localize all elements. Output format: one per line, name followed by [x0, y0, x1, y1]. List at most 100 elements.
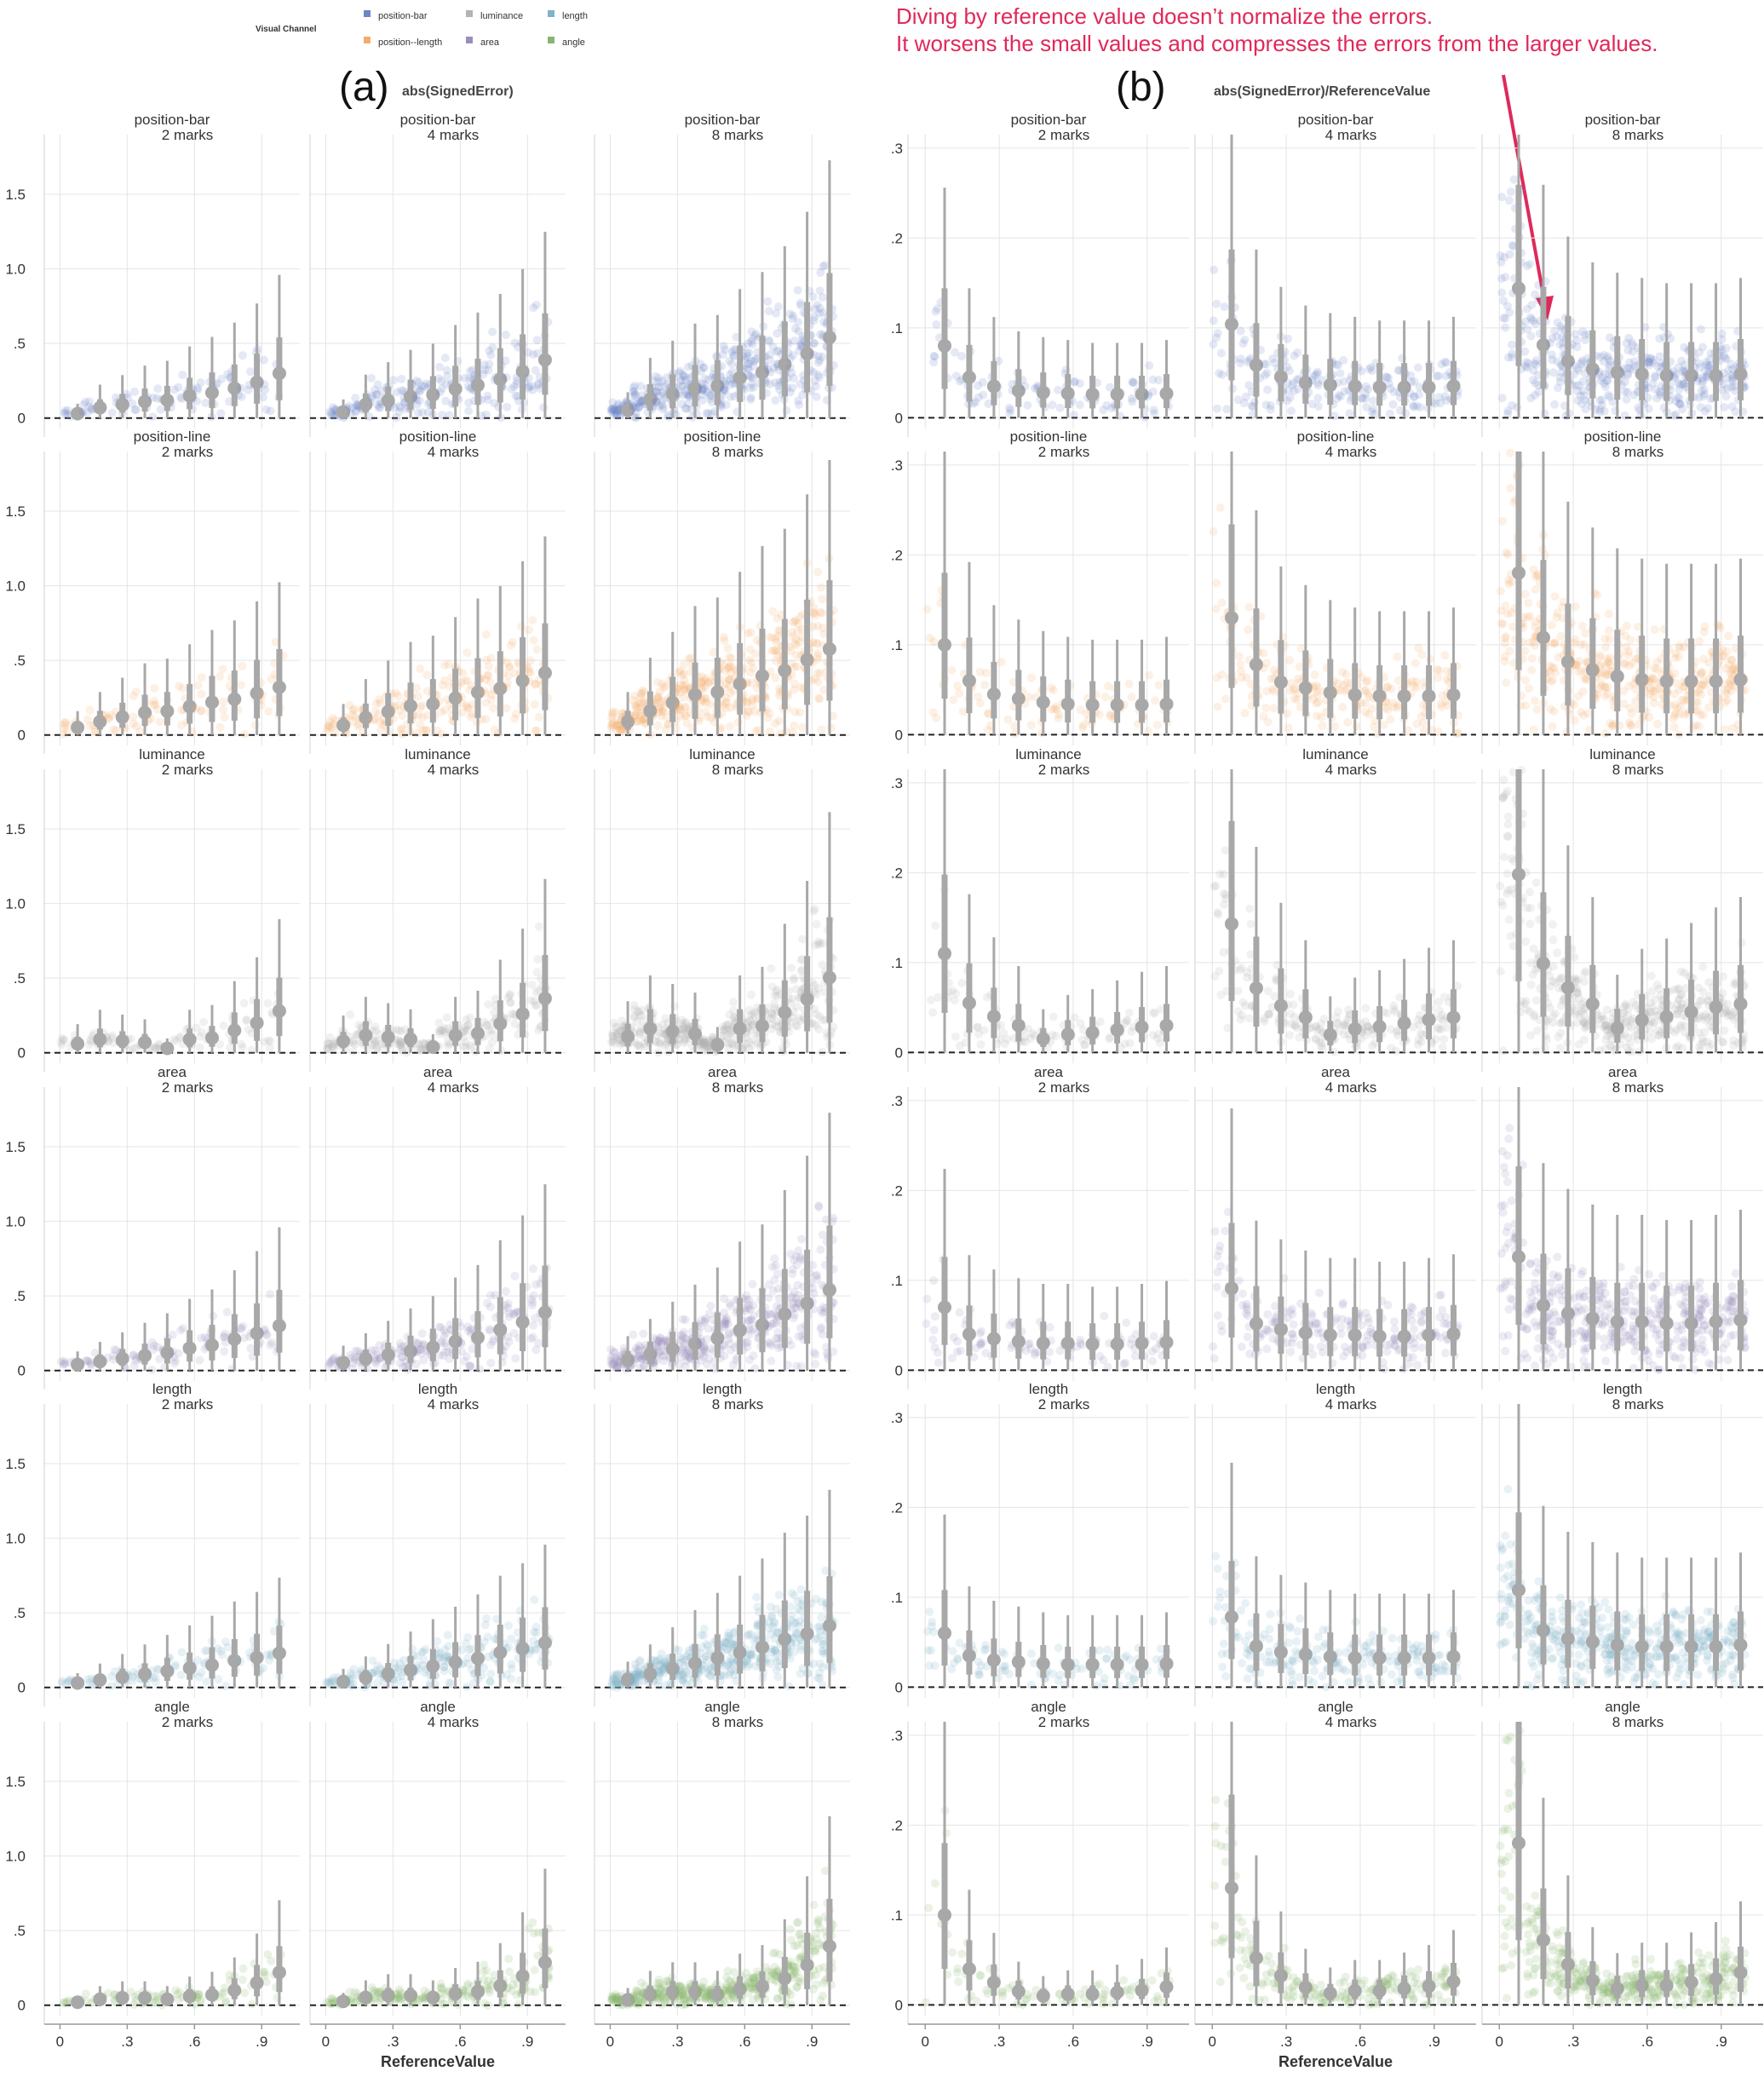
panel-b-metric: abs(SignedError)/ReferenceValue	[1214, 84, 1430, 99]
y-tick-label: 0	[18, 1045, 26, 1062]
data-point	[148, 393, 158, 402]
data-point	[197, 689, 206, 699]
data-point	[398, 1677, 407, 1687]
data-point	[681, 1361, 690, 1371]
data-point	[411, 1360, 421, 1369]
median-point	[204, 695, 219, 710]
data-point	[787, 1341, 796, 1349]
data-point	[418, 712, 428, 722]
data-point	[793, 1604, 802, 1614]
data-point	[727, 360, 736, 369]
data-point	[664, 412, 673, 422]
y-tick-label: .5	[14, 336, 26, 352]
panel-a-label: (a)	[339, 65, 389, 110]
data-point	[480, 1960, 489, 1970]
data-point	[64, 410, 73, 419]
data-point	[480, 365, 490, 375]
data-point	[368, 394, 377, 403]
data-point	[352, 400, 361, 410]
data-point	[812, 1021, 820, 1030]
median-point	[537, 1305, 552, 1320]
data-point	[463, 1352, 472, 1361]
data-point	[807, 978, 817, 987]
data-point	[718, 350, 727, 360]
data-point	[326, 410, 336, 419]
data-point	[258, 1664, 267, 1673]
data-point	[786, 647, 796, 656]
data-point	[480, 1663, 489, 1672]
data-point	[465, 366, 474, 376]
data-point	[744, 365, 754, 374]
data-point	[726, 722, 735, 731]
data-point	[720, 1637, 729, 1647]
median-point	[621, 403, 635, 417]
data-point	[720, 1308, 729, 1317]
y-tick-label: 1.5	[5, 821, 26, 837]
data-point	[748, 678, 756, 688]
data-point	[635, 1341, 644, 1350]
y-tick-label: 0	[18, 1998, 26, 2014]
legend-label-position-length: position--length	[378, 37, 442, 48]
data-point	[792, 1002, 802, 1011]
data-point	[486, 1669, 496, 1678]
data-point	[752, 1592, 761, 1602]
median-point	[404, 389, 418, 404]
data-point	[654, 373, 664, 383]
data-point	[462, 701, 471, 711]
median-point	[822, 331, 836, 345]
median-point	[182, 388, 197, 403]
data-point	[351, 407, 360, 417]
data-point	[787, 670, 796, 680]
data-point	[437, 729, 446, 739]
data-point	[733, 717, 743, 727]
data-point	[258, 690, 267, 699]
data-point	[749, 374, 758, 383]
median-point	[227, 1332, 242, 1346]
data-point	[444, 1042, 453, 1050]
data-point	[326, 1994, 336, 2004]
x-tick-label: 0	[322, 2034, 330, 2050]
data-point	[796, 298, 805, 308]
data-point	[488, 704, 497, 713]
data-point	[742, 711, 751, 720]
data-point	[213, 1644, 222, 1654]
data-point	[442, 1013, 451, 1022]
data-point	[506, 998, 515, 1008]
x-axis-title: ReferenceValue	[381, 2053, 495, 2070]
data-point	[325, 1033, 335, 1042]
data-point	[765, 709, 774, 718]
data-point	[220, 1347, 229, 1356]
data-point	[369, 1668, 378, 1677]
data-point	[503, 1014, 512, 1023]
data-point	[725, 1328, 734, 1338]
data-point	[700, 1317, 710, 1326]
data-point	[702, 409, 711, 418]
data-point	[193, 681, 203, 690]
data-point	[435, 1989, 445, 1998]
legend-label-position-bar: position-bar	[378, 11, 428, 21]
median-point	[515, 365, 530, 379]
data-point	[786, 1017, 796, 1027]
data-point	[81, 1356, 90, 1366]
x-tick-label: .3	[387, 2034, 399, 2050]
data-point	[611, 406, 620, 415]
data-point	[370, 385, 379, 394]
median-point	[426, 388, 440, 402]
median-point	[537, 1636, 552, 1650]
data-point	[679, 660, 688, 670]
data-point	[349, 1036, 358, 1045]
data-point	[442, 380, 451, 388]
data-point	[531, 1345, 541, 1355]
data-point	[771, 1319, 780, 1328]
data-point	[486, 695, 496, 705]
legend-swatch-area	[466, 37, 473, 43]
legend-label-angle: angle	[562, 37, 585, 48]
data-point	[768, 342, 778, 352]
data-point	[824, 1354, 833, 1363]
data-point	[215, 1039, 224, 1049]
data-point	[607, 405, 617, 414]
data-point	[416, 1046, 425, 1056]
data-point	[512, 380, 521, 389]
data-point	[443, 1631, 452, 1640]
